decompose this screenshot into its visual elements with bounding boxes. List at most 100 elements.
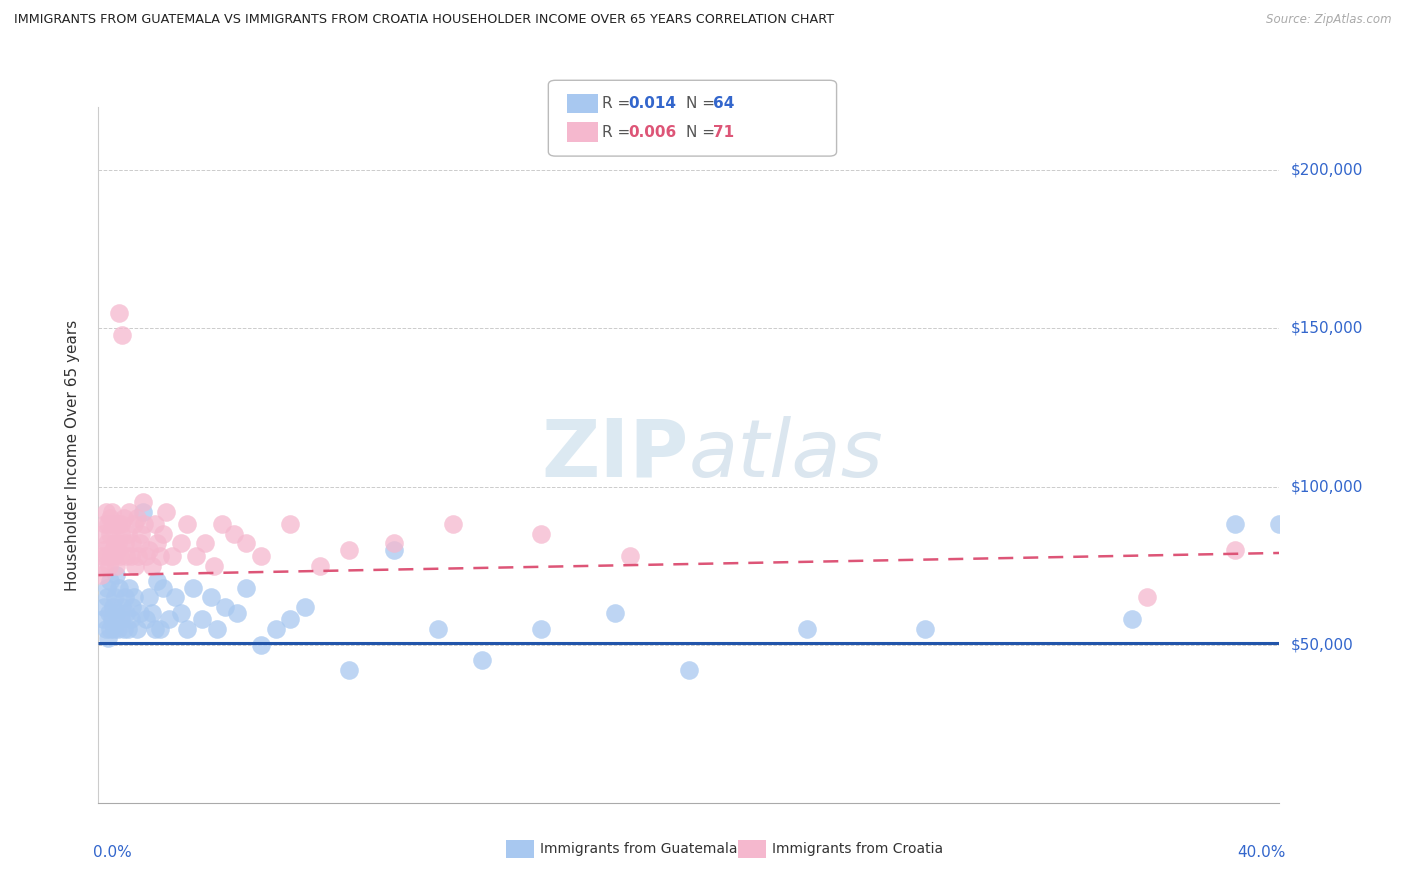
Point xyxy=(114,536,136,550)
Text: 71: 71 xyxy=(713,125,734,139)
Point xyxy=(278,517,302,532)
Point xyxy=(91,612,114,626)
Point xyxy=(530,527,553,541)
Point xyxy=(157,612,180,626)
Point xyxy=(98,622,121,636)
Point xyxy=(224,527,246,541)
Point xyxy=(605,606,627,620)
Point xyxy=(94,505,117,519)
Point xyxy=(96,536,118,550)
Point xyxy=(1268,517,1291,532)
Point xyxy=(914,622,936,636)
Point xyxy=(1223,517,1246,532)
Point xyxy=(135,612,157,626)
Point xyxy=(143,517,166,532)
Point xyxy=(427,622,450,636)
Point xyxy=(91,549,114,563)
Point xyxy=(107,536,129,550)
Point xyxy=(93,542,115,557)
Point xyxy=(1135,591,1157,605)
Y-axis label: Householder Income Over 65 years: Householder Income Over 65 years xyxy=(65,319,80,591)
Point xyxy=(214,599,236,614)
Point xyxy=(184,549,207,563)
Point xyxy=(162,549,183,563)
Text: 64: 64 xyxy=(713,96,734,111)
Point xyxy=(132,505,155,519)
Point xyxy=(104,606,127,620)
Point xyxy=(124,558,146,573)
Point xyxy=(97,558,120,573)
Point xyxy=(200,591,222,605)
Point xyxy=(104,536,127,550)
Point xyxy=(202,558,225,573)
Point xyxy=(98,574,121,589)
Point xyxy=(235,536,257,550)
Point xyxy=(114,591,136,605)
Point xyxy=(143,622,166,636)
Point xyxy=(94,622,117,636)
Point xyxy=(155,505,177,519)
Text: $150,000: $150,000 xyxy=(1291,321,1362,336)
Point xyxy=(471,653,494,667)
Point xyxy=(96,581,118,595)
Point xyxy=(112,511,135,525)
Point xyxy=(149,622,172,636)
Text: R =: R = xyxy=(602,96,636,111)
Point xyxy=(112,622,135,636)
Point xyxy=(110,517,132,532)
Text: atlas: atlas xyxy=(689,416,884,494)
Point xyxy=(141,606,163,620)
Text: $200,000: $200,000 xyxy=(1291,163,1362,178)
Point xyxy=(125,511,148,525)
Point xyxy=(122,517,145,532)
Point xyxy=(111,599,134,614)
Point xyxy=(120,612,142,626)
Point xyxy=(382,542,405,557)
Point xyxy=(93,558,115,573)
Point xyxy=(108,549,131,563)
Point xyxy=(110,612,132,626)
Point xyxy=(138,591,160,605)
Point xyxy=(97,517,120,532)
Point xyxy=(94,517,117,532)
Point xyxy=(96,549,118,563)
Point xyxy=(117,527,139,541)
Point xyxy=(103,622,125,636)
Point xyxy=(120,549,142,563)
Point xyxy=(678,663,700,677)
Text: R =: R = xyxy=(602,125,636,139)
Point xyxy=(146,574,169,589)
Point xyxy=(1223,542,1246,557)
Point xyxy=(135,549,157,563)
Point xyxy=(176,517,198,532)
Point xyxy=(105,568,128,582)
Point xyxy=(530,622,553,636)
Point xyxy=(118,505,141,519)
Point xyxy=(152,527,174,541)
Text: Immigrants from Guatemala: Immigrants from Guatemala xyxy=(540,842,737,856)
Point xyxy=(337,542,360,557)
Point xyxy=(115,549,138,563)
Point xyxy=(146,536,169,550)
Text: 40.0%: 40.0% xyxy=(1237,845,1285,860)
Point xyxy=(250,549,273,563)
Point xyxy=(98,527,121,541)
Point xyxy=(104,517,127,532)
Point xyxy=(105,558,128,573)
Point xyxy=(294,599,316,614)
Point xyxy=(226,606,249,620)
Text: 0.014: 0.014 xyxy=(628,96,676,111)
Point xyxy=(90,568,112,582)
Point xyxy=(152,581,174,595)
Point xyxy=(165,591,187,605)
Point xyxy=(96,591,118,605)
Point xyxy=(103,599,125,614)
Point xyxy=(1121,612,1143,626)
Point xyxy=(110,527,132,541)
Point xyxy=(108,581,131,595)
Text: ZIP: ZIP xyxy=(541,416,689,494)
Point xyxy=(100,612,122,626)
Point xyxy=(121,599,143,614)
Point xyxy=(441,517,464,532)
Point xyxy=(138,542,160,557)
